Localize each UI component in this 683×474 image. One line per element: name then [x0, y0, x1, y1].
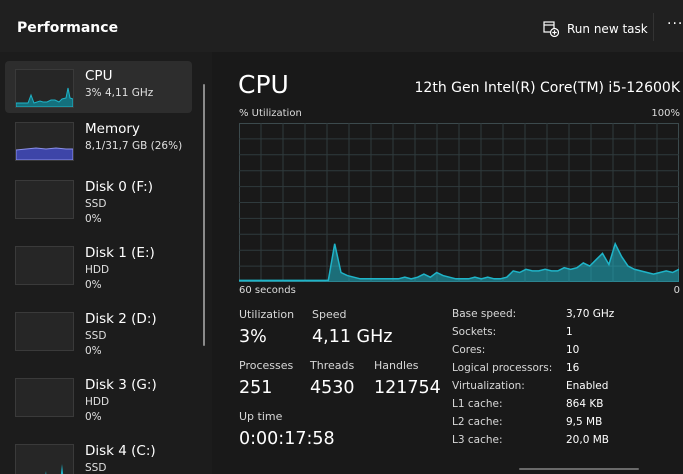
spec-value: 10 — [566, 344, 580, 356]
header-bar: Performance Run new task ··· — [0, 0, 683, 52]
spec-label: Logical processors: — [452, 362, 553, 374]
device-detail: 8,1/31,7 GB (26%) — [85, 140, 183, 152]
y-axis-max-label: 100% — [651, 108, 680, 119]
spec-label: L2 cache: — [452, 416, 503, 428]
device-memory[interactable]: Memory 8,1/31,7 GB (26%) — [5, 114, 192, 166]
run-task-label: Run new task — [567, 22, 648, 36]
processes-label: Processes — [239, 359, 294, 372]
device-title: CPU — [238, 70, 289, 99]
x-axis-left-label: 60 seconds — [239, 285, 296, 296]
device-name: Disk 4 (C:) — [85, 443, 156, 459]
handles-value: 121754 — [374, 378, 441, 398]
spec-value: 20,0 MB — [566, 434, 609, 446]
device-name: Disk 3 (G:) — [85, 377, 157, 393]
uptime-label: Up time — [239, 410, 283, 423]
device-detail: 3% 4,11 GHz — [85, 87, 154, 99]
spec-label: Sockets: — [452, 326, 497, 338]
spec-label: L1 cache: — [452, 398, 503, 410]
spec-label: Cores: — [452, 344, 486, 356]
spec-value: Enabled — [566, 380, 609, 392]
device-usage: 0% — [85, 213, 102, 225]
x-axis-right-label: 0 — [673, 285, 680, 296]
device-disk-3[interactable]: Disk 3 (G:) HDD 0% — [5, 370, 192, 423]
disk-thumbnail — [15, 378, 74, 417]
cpu-model-name: 12th Gen Intel(R) Core(TM) i5-12600K — [414, 80, 680, 96]
utilization-label: Utilization — [239, 308, 295, 321]
device-disk-4[interactable]: Disk 4 (C:) SSD — [5, 436, 192, 474]
horizontal-scrollbar[interactable] — [519, 468, 639, 470]
spec-value: 864 KB — [566, 398, 604, 410]
device-type: SSD — [85, 462, 107, 474]
cpu-thumbnail — [15, 69, 74, 108]
device-type: HDD — [85, 264, 110, 276]
cpu-utilization-graph — [239, 123, 679, 282]
device-cpu[interactable]: CPU 3% 4,11 GHz — [5, 61, 192, 113]
header-divider — [653, 13, 654, 41]
utilization-value: 3% — [239, 327, 267, 347]
more-options-button[interactable]: ··· — [667, 16, 683, 32]
spec-label: Virtualization: — [452, 380, 525, 392]
device-disk-2[interactable]: Disk 2 (D:) SSD 0% — [5, 304, 192, 357]
disk-thumbnail — [15, 444, 74, 474]
cpu-usage-area — [239, 243, 679, 282]
page-title: Performance — [17, 20, 119, 36]
device-usage: 0% — [85, 411, 102, 423]
spec-value: 16 — [566, 362, 580, 374]
device-usage: 0% — [85, 279, 102, 291]
handles-label: Handles — [374, 359, 419, 372]
sidebar-scrollbar[interactable] — [203, 84, 205, 346]
disk-thumbnail — [15, 312, 74, 351]
device-type: SSD — [85, 330, 107, 342]
run-task-icon — [543, 21, 559, 37]
disk-thumbnail — [15, 180, 74, 219]
spec-label: L3 cache: — [452, 434, 503, 446]
device-name: Disk 2 (D:) — [85, 311, 157, 327]
device-list: CPU 3% 4,11 GHz Memory 8,1/31,7 GB (26%)… — [0, 52, 212, 474]
cpu-detail-panel: CPU 12th Gen Intel(R) Core(TM) i5-12600K… — [212, 52, 683, 474]
device-name: CPU — [85, 68, 113, 84]
spec-value: 9,5 MB — [566, 416, 603, 428]
device-type: HDD — [85, 396, 110, 408]
spec-label: Base speed: — [452, 308, 517, 320]
cpu-usage-line — [239, 241, 679, 282]
y-axis-label: % Utilization — [239, 108, 302, 119]
run-new-task-button[interactable]: Run new task — [543, 19, 648, 39]
memory-thumbnail — [15, 122, 74, 161]
speed-value: 4,11 GHz — [312, 327, 393, 347]
threads-label: Threads — [310, 359, 355, 372]
device-name: Disk 1 (E:) — [85, 245, 155, 261]
spec-value: 3,70 GHz — [566, 308, 615, 320]
device-usage: 0% — [85, 345, 102, 357]
disk-thumbnail — [15, 246, 74, 285]
threads-value: 4530 — [310, 378, 355, 398]
device-name: Disk 0 (F:) — [85, 179, 153, 195]
processes-value: 251 — [239, 378, 273, 398]
device-disk-0[interactable]: Disk 0 (F:) SSD 0% — [5, 172, 192, 225]
device-type: SSD — [85, 198, 107, 210]
uptime-value: 0:00:17:58 — [239, 429, 335, 449]
speed-label: Speed — [312, 308, 347, 321]
device-disk-1[interactable]: Disk 1 (E:) HDD 0% — [5, 238, 192, 291]
device-name: Memory — [85, 121, 140, 137]
spec-value: 1 — [566, 326, 573, 338]
